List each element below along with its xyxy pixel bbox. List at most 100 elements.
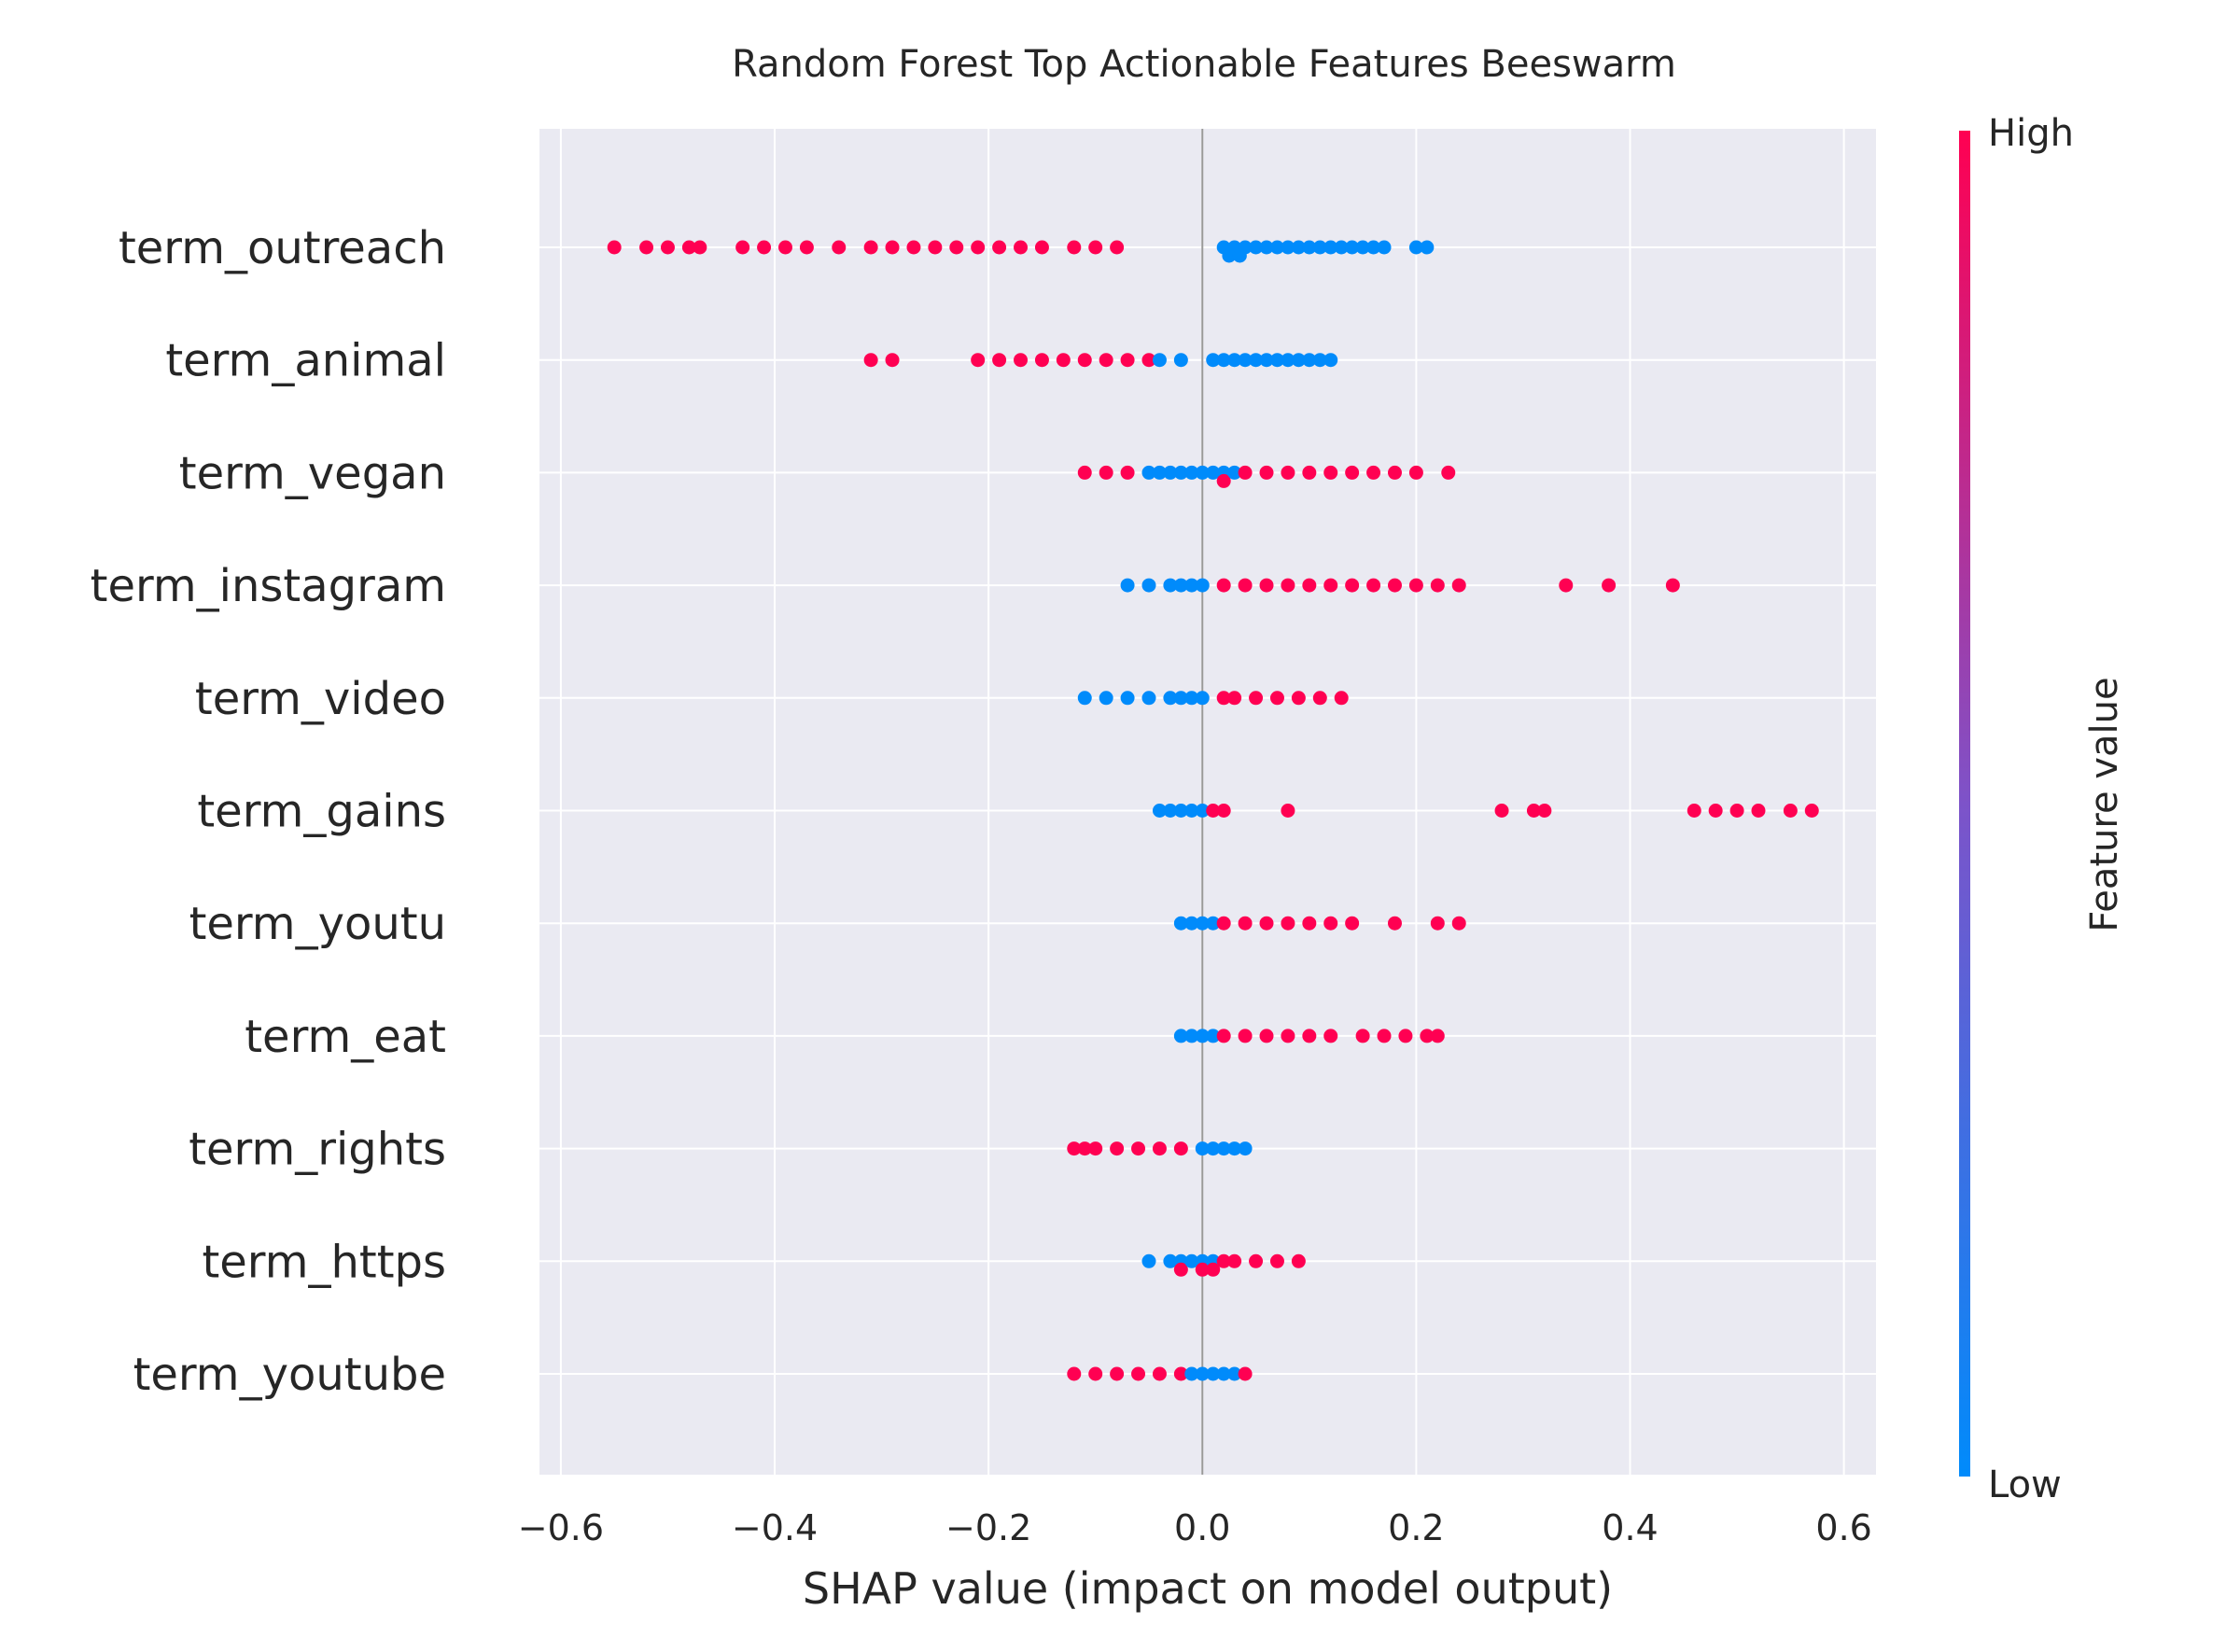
point-term_outreach-high — [639, 240, 654, 255]
point-term_eat-high — [1430, 1029, 1445, 1043]
point-term_gains-low — [1173, 804, 1188, 818]
point-term_outreach-low — [1334, 240, 1349, 255]
feature-label-term_vegan: term_vegan — [179, 447, 446, 499]
point-term_outreach-low — [1323, 240, 1338, 255]
point-term_youtube-low — [1227, 1366, 1242, 1381]
point-term_instagram-low — [1173, 578, 1188, 593]
point-term_youtube-high — [1131, 1366, 1146, 1381]
point-term_vegan-low — [1184, 465, 1199, 480]
point-term_youtu-high — [1430, 916, 1445, 931]
point-term_eat-low — [1173, 1029, 1188, 1043]
point-term_https-high — [1216, 1253, 1231, 1268]
point-term_instagram-high — [1559, 578, 1574, 593]
plot-area — [539, 129, 1876, 1475]
point-term_gains-high — [1494, 804, 1509, 818]
point-term_video-low — [1173, 691, 1188, 706]
x-tick-label: 0.4 — [1602, 1507, 1658, 1548]
point-term_vegan-high — [1345, 465, 1360, 480]
point-term_outreach-high — [1067, 240, 1082, 255]
point-term_vegan-high — [1441, 465, 1456, 480]
point-term_instagram-low — [1184, 578, 1199, 593]
point-term_gains-high — [1729, 804, 1744, 818]
point-term_outreach-high — [1088, 240, 1103, 255]
point-term_animal-low — [1152, 353, 1167, 368]
colorbar-high-label: High — [1988, 112, 2074, 155]
x-tick-label: −0.4 — [732, 1507, 818, 1548]
point-term_vegan-high — [1281, 465, 1295, 480]
point-term_youtube-low — [1195, 1366, 1210, 1381]
point-term_youtube-high — [1173, 1366, 1188, 1381]
point-term_gains-low — [1184, 804, 1199, 818]
point-term_outreach-low — [1302, 240, 1317, 255]
point-term_vegan-low — [1206, 465, 1221, 480]
point-term_eat-high — [1420, 1029, 1435, 1043]
point-term_youtu-high — [1238, 916, 1253, 931]
point-term_eat-high — [1398, 1029, 1413, 1043]
point-term_youtube-low — [1216, 1366, 1231, 1381]
point-term_youtu-high — [1216, 916, 1231, 931]
point-term_outreach-high — [799, 240, 814, 255]
point-term_https-low — [1141, 1253, 1156, 1268]
point-term_outreach-low — [1366, 240, 1381, 255]
colorbar — [1959, 131, 1970, 1477]
colorbar-label: Feature value — [2083, 677, 2126, 931]
point-term_rights-high — [1173, 1141, 1188, 1156]
point-term_outreach-high — [607, 240, 622, 255]
point-term_instagram-high — [1323, 578, 1338, 593]
point-term_video-high — [1334, 691, 1349, 706]
point-term_youtu-high — [1281, 916, 1295, 931]
point-term_video-high — [1227, 691, 1242, 706]
point-term_animal-high — [1099, 353, 1113, 368]
point-term_gains-high — [1281, 804, 1295, 818]
point-term_outreach-high — [906, 240, 921, 255]
point-term_gains-high — [1804, 804, 1819, 818]
point-term_animal-high — [1056, 353, 1071, 368]
point-term_vegan-low — [1173, 465, 1188, 480]
point-term_outreach-low — [1249, 240, 1264, 255]
point-term_rights-high — [1152, 1141, 1167, 1156]
point-term_rights-high — [1131, 1141, 1146, 1156]
point-term_animal-high — [971, 353, 986, 368]
point-term_video-low — [1099, 691, 1113, 706]
point-term_animal-high — [1014, 353, 1029, 368]
point-term_outreach-low — [1259, 240, 1274, 255]
point-term_outreach-high — [693, 240, 707, 255]
point-term_animal-low — [1249, 353, 1264, 368]
point-term_https-high — [1249, 1253, 1264, 1268]
point-term_vegan-high — [1099, 465, 1113, 480]
point-term_vegan-high — [1366, 465, 1381, 480]
point-term_eat-high — [1238, 1029, 1253, 1043]
point-term_instagram-high — [1451, 578, 1466, 593]
point-term_rights-low — [1227, 1141, 1242, 1156]
point-term_instagram-high — [1408, 578, 1423, 593]
point-term_youtu-low — [1195, 916, 1210, 931]
point-term_instagram-high — [1602, 578, 1617, 593]
point-term_instagram-high — [1238, 578, 1253, 593]
point-term_animal-low — [1323, 353, 1338, 368]
point-term_video-low — [1141, 691, 1156, 706]
point-term_https-high — [1195, 1262, 1210, 1277]
point-term_rights-high — [1077, 1141, 1092, 1156]
point-term_vegan-low — [1141, 465, 1156, 480]
point-term_outreach-high — [757, 240, 772, 255]
x-tick-label: 0.2 — [1388, 1507, 1444, 1548]
point-term_youtu-low — [1173, 916, 1188, 931]
point-term_vegan-high — [1238, 465, 1253, 480]
point-term_eat-high — [1355, 1029, 1370, 1043]
feature-label-term_eat: term_eat — [245, 1011, 446, 1063]
point-term_outreach-high — [1014, 240, 1029, 255]
x-axis-label: SHAP value (impact on model output) — [803, 1563, 1613, 1614]
point-term_video-high — [1216, 691, 1231, 706]
point-term_animal-low — [1281, 353, 1295, 368]
point-term_outreach-high — [735, 240, 750, 255]
point-term_vegan-high — [1387, 465, 1402, 480]
point-term_https-low — [1163, 1253, 1178, 1268]
point-term_rights-high — [1110, 1141, 1125, 1156]
point-term_instagram-high — [1430, 578, 1445, 593]
point-term_outreach-low — [1238, 240, 1253, 255]
point-term_instagram-low — [1120, 578, 1135, 593]
point-term_eat-low — [1184, 1029, 1199, 1043]
colorbar-low-label: Low — [1988, 1463, 2062, 1506]
point-term_animal-low — [1302, 353, 1317, 368]
point-term_outreach-high — [832, 240, 847, 255]
